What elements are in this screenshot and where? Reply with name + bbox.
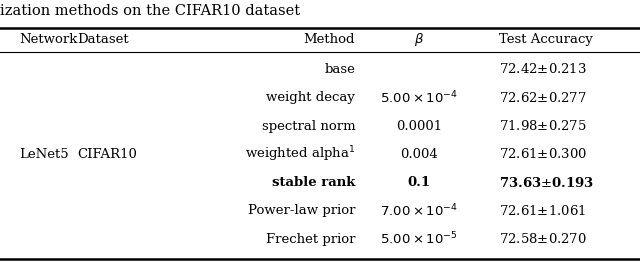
Text: LeNet5: LeNet5 [19, 148, 69, 161]
Text: Method: Method [304, 33, 355, 46]
Text: $5.00\times10^{-4}$: $5.00\times10^{-4}$ [380, 89, 458, 106]
Text: 71.98$\pm$0.275: 71.98$\pm$0.275 [499, 119, 587, 133]
Text: $\beta$: $\beta$ [414, 31, 424, 48]
Text: ization methods on the CIFAR10 dataset: ization methods on the CIFAR10 dataset [0, 4, 300, 18]
Text: base: base [324, 63, 355, 76]
Text: Network: Network [19, 33, 77, 46]
Text: 0.0001: 0.0001 [396, 119, 442, 133]
Text: 0.1: 0.1 [408, 176, 431, 189]
Text: 72.58$\pm$0.270: 72.58$\pm$0.270 [499, 232, 587, 246]
Text: CIFAR10: CIFAR10 [77, 148, 137, 161]
Text: $7.00\times10^{-4}$: $7.00\times10^{-4}$ [380, 203, 458, 219]
Text: weighted alpha$^1$: weighted alpha$^1$ [244, 145, 355, 164]
Text: Power-law prior: Power-law prior [248, 204, 355, 217]
Text: 72.42$\pm$0.213: 72.42$\pm$0.213 [499, 62, 587, 77]
Text: Dataset: Dataset [77, 33, 129, 46]
Text: 72.61$\pm$1.061: 72.61$\pm$1.061 [499, 204, 586, 218]
Text: 72.61$\pm$0.300: 72.61$\pm$0.300 [499, 147, 588, 161]
Text: 73.63$\pm$0.193: 73.63$\pm$0.193 [499, 176, 595, 190]
Text: Frechet prior: Frechet prior [266, 233, 355, 246]
Text: weight decay: weight decay [266, 91, 355, 104]
Text: Test Accuracy: Test Accuracy [499, 33, 593, 46]
Text: 72.62$\pm$0.277: 72.62$\pm$0.277 [499, 91, 587, 105]
Text: spectral norm: spectral norm [262, 119, 355, 133]
Text: $5.00\times10^{-5}$: $5.00\times10^{-5}$ [380, 231, 458, 248]
Text: 0.004: 0.004 [401, 148, 438, 161]
Text: stable rank: stable rank [272, 176, 355, 189]
